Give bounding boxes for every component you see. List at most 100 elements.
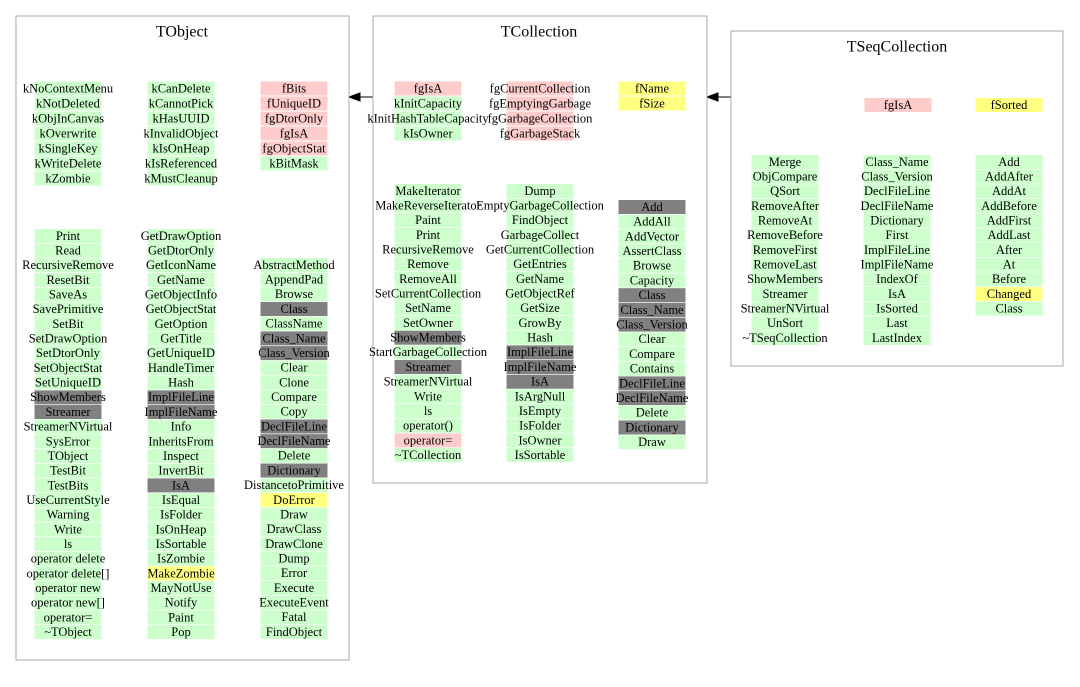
member-name: Fatal [282, 610, 308, 624]
member-cell [260, 434, 328, 449]
member-name: ObjCompare [753, 170, 818, 184]
member-name: DistancetoPrimitive [244, 478, 344, 492]
member-name: DrawClass [267, 522, 322, 536]
member-cell [506, 257, 574, 272]
member-name: fgGarbageCollection [488, 111, 594, 125]
member-cell [34, 346, 102, 361]
member-name: fgEmptyingGarbage [489, 96, 592, 110]
member-name: InvertBit [158, 464, 204, 478]
member-name: Class [995, 302, 1022, 316]
member-name: Class_Version [616, 317, 688, 331]
member-cell [618, 405, 686, 420]
member-name: SetBit [52, 317, 84, 331]
member-cell [975, 287, 1043, 302]
member-name: kOverwrite [40, 126, 97, 140]
member-name: DeclFileLine [619, 376, 685, 390]
member-name: IsEmpty [519, 404, 562, 418]
member-cell [34, 96, 102, 111]
member-cell [260, 111, 328, 126]
member-name: Paint [168, 610, 194, 624]
member-cell [863, 257, 931, 272]
member-name: Warning [47, 508, 90, 522]
member-cell [863, 272, 931, 287]
member-cell [34, 361, 102, 376]
member-name: GetDtorOnly [148, 244, 215, 258]
member-cell [506, 242, 574, 257]
member-name: Write [54, 522, 82, 536]
member-name: GetObjectRef [505, 287, 575, 301]
member-name: kCanDelete [151, 81, 210, 95]
member-cell [260, 360, 328, 375]
member-cell [618, 96, 686, 111]
member-name: AddAt [992, 184, 1027, 198]
member-cell [260, 258, 328, 272]
member-name: RemoveFirst [753, 243, 818, 257]
member-name: RecursiveRemove [22, 258, 114, 272]
member-name: GetDrawOption [141, 229, 222, 243]
member-name: ImplFileName [145, 405, 218, 419]
member-name: Class [280, 302, 307, 316]
member-cell [394, 330, 462, 345]
member-name: IsSortable [515, 448, 566, 462]
member-name: kIsOwner [403, 126, 453, 140]
member-cell [260, 156, 328, 171]
member-name: Dump [278, 551, 309, 565]
member-cell [506, 330, 574, 345]
member-cell [147, 375, 215, 390]
member-cell [506, 360, 574, 375]
member-name: Last [886, 316, 908, 330]
member-cell [751, 184, 819, 199]
member-name: At [1003, 258, 1016, 272]
member-name: IsFolder [519, 419, 562, 433]
member-name: operator new [35, 581, 101, 595]
member-name: AddAfter [985, 170, 1034, 184]
member-cell [975, 155, 1043, 169]
member-cell [751, 243, 819, 258]
member-name: SetDtorOnly [36, 346, 101, 360]
member-cell [618, 273, 686, 288]
member-name: SetObjectStat [34, 361, 103, 375]
member-cell [34, 566, 102, 581]
member-cell [34, 331, 102, 346]
member-name: AppendPad [265, 273, 324, 287]
member-name: fUniqueID [267, 96, 321, 110]
member-cell [975, 257, 1043, 272]
member-cell [506, 81, 574, 96]
member-cell [863, 331, 931, 346]
member-name: fSorted [991, 98, 1029, 112]
member-name: Add [998, 155, 1020, 169]
member-name: operator= [404, 433, 453, 447]
member-cell [394, 272, 462, 287]
member-name: operator new[] [31, 596, 105, 610]
member-cell [863, 155, 931, 169]
member-cell [260, 81, 328, 96]
member-cell [260, 507, 328, 522]
member-cell [394, 242, 462, 257]
member-cell [618, 420, 686, 435]
member-cell [506, 345, 574, 360]
member-name: LastIndex [872, 331, 923, 345]
member-name: GetObjectStat [146, 302, 217, 316]
member-name: fgGarbageStack [500, 126, 581, 140]
member-name: Browse [275, 287, 314, 301]
member-cell [394, 404, 462, 419]
member-name: MakeReverseIterator [375, 199, 481, 213]
member-cell [618, 332, 686, 347]
member-name: SysError [46, 434, 91, 448]
member-cell [260, 580, 328, 595]
member-name: Clone [279, 375, 309, 389]
member-cell [147, 302, 215, 317]
member-cell [34, 625, 102, 640]
member-cell [34, 507, 102, 522]
member-cell [260, 390, 328, 405]
member-cell [506, 316, 574, 331]
member-cell [618, 81, 686, 96]
member-name: operator= [44, 610, 93, 624]
member-name: fgIsA [884, 98, 912, 112]
member-name: InheritsFrom [148, 434, 214, 448]
member-cell [863, 199, 931, 214]
member-cell [394, 433, 462, 448]
member-cell [147, 566, 215, 581]
member-cell [394, 126, 462, 141]
member-name: ls [64, 537, 72, 551]
